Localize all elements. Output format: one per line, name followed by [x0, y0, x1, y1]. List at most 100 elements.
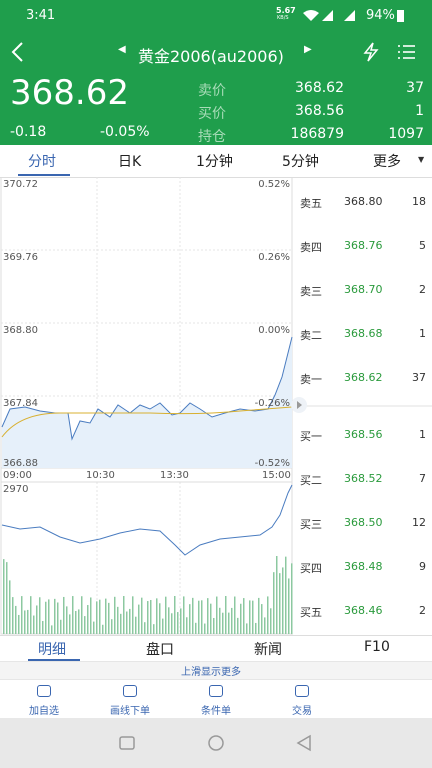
volume-bar	[150, 599, 152, 634]
hint[interactable]: 上滑显示更多	[181, 667, 241, 678]
volume-bar	[114, 596, 116, 634]
status-icons	[303, 10, 355, 21]
quote-label: 持仓	[198, 129, 226, 145]
quote-qty: 1	[415, 103, 424, 119]
bottom-tabs	[0, 635, 432, 661]
price-label: 370.72	[3, 179, 38, 190]
bottom-tab[interactable]: F10	[364, 639, 390, 655]
book-label: 买一	[300, 430, 322, 443]
volume-bar	[81, 596, 83, 634]
volume-bar	[138, 604, 140, 634]
period-tab[interactable]: 日K	[118, 154, 142, 170]
volume-bar	[45, 601, 47, 634]
time-label: 15:00	[262, 470, 291, 481]
volume-bar	[162, 618, 164, 634]
bottom-tab[interactable]: 明细	[38, 642, 66, 658]
book-price: 368.80	[344, 195, 383, 208]
volume-bar	[39, 597, 41, 634]
book-price: 368.62	[344, 371, 383, 384]
more-arrow[interactable]: ▼	[418, 155, 425, 164]
period-tab[interactable]: 更多	[373, 154, 401, 170]
grid	[1, 177, 292, 634]
prev-contract[interactable]: ◀	[118, 44, 126, 55]
flash-button[interactable]	[362, 42, 380, 62]
volume-bars	[3, 556, 293, 634]
price-label: 369.76	[3, 252, 38, 263]
book-price: 368.50	[344, 516, 383, 529]
volume-bar	[291, 563, 293, 634]
hint-bar	[0, 661, 432, 680]
volume-bar	[168, 607, 170, 634]
book-label: 卖五	[300, 197, 322, 210]
book-qty: 1	[419, 327, 426, 340]
quote-label: 卖价	[198, 83, 226, 99]
volume-bar	[63, 596, 65, 634]
volume-bar	[135, 616, 137, 634]
book-price: 368.76	[344, 239, 383, 252]
quote-label: 买价	[198, 106, 226, 122]
price-label: 366.88	[3, 458, 38, 469]
volume-bar	[213, 617, 215, 634]
book-label: 买四	[300, 562, 322, 575]
volume-bar	[258, 597, 260, 634]
volume-bar	[273, 572, 275, 634]
volume-bar	[48, 599, 50, 634]
volume-bar	[234, 596, 236, 634]
volume-bar	[123, 596, 125, 634]
book-label: 买二	[300, 474, 322, 487]
volume-bar	[186, 617, 188, 634]
volume-bar	[15, 605, 17, 634]
volume-bar	[165, 596, 167, 634]
book-price: 368.56	[344, 428, 383, 441]
bottom-tab[interactable]: 盘口	[146, 642, 174, 658]
bottom-tab[interactable]: 新闻	[254, 642, 282, 658]
home[interactable]	[208, 735, 224, 751]
volume-bar	[198, 600, 200, 634]
book-qty: 37	[412, 371, 426, 384]
volume-bar	[144, 622, 146, 634]
pct-label: -0.52%	[254, 458, 290, 469]
volume-bar	[231, 607, 233, 634]
price-label: 368.80	[3, 325, 38, 336]
avg-line	[1, 406, 293, 438]
volume-bar	[12, 597, 14, 634]
volume-bar	[261, 604, 263, 634]
volume-bar	[132, 596, 134, 634]
period-tab[interactable]: 1分钟	[196, 154, 233, 170]
volume-bar	[105, 598, 107, 634]
period-tab[interactable]: 5分钟	[282, 154, 319, 170]
volume-bar	[270, 608, 272, 634]
volume-bar	[282, 567, 284, 634]
volume-bar	[159, 603, 161, 634]
volume-bar	[117, 606, 119, 634]
tool-button[interactable]: 交易	[292, 706, 312, 717]
volume-bar	[129, 608, 131, 634]
tool-button[interactable]: 加自选	[29, 706, 59, 717]
menu-button[interactable]	[398, 44, 416, 60]
volume-bar	[204, 623, 206, 634]
quote-price: 368.56	[295, 103, 344, 119]
period-tab[interactable]: 分时	[28, 154, 56, 170]
volume-bar	[207, 598, 209, 634]
volume-bar	[102, 624, 104, 634]
volume-label: 2970	[3, 484, 29, 495]
volume-bar	[156, 598, 158, 634]
book-qty: 1	[419, 428, 426, 441]
chart-frame	[0, 177, 293, 635]
volume-bar	[3, 559, 5, 634]
volume-bar	[120, 613, 122, 634]
tool-button[interactable]: 画线下单	[110, 706, 150, 717]
next-contract[interactable]: ▶	[304, 44, 312, 55]
book-qty: 7	[419, 472, 426, 485]
back[interactable]	[296, 734, 311, 752]
change: -0.18	[10, 124, 47, 140]
volume-bar	[54, 598, 56, 634]
volume-bar	[9, 580, 11, 634]
back-button[interactable]	[8, 40, 28, 64]
volume-bar	[267, 596, 269, 634]
volume-bar	[69, 614, 71, 634]
recents[interactable]	[119, 736, 135, 750]
book-label: 卖二	[300, 329, 322, 342]
battery-icon	[397, 10, 404, 22]
tool-button[interactable]: 条件单	[201, 706, 231, 717]
